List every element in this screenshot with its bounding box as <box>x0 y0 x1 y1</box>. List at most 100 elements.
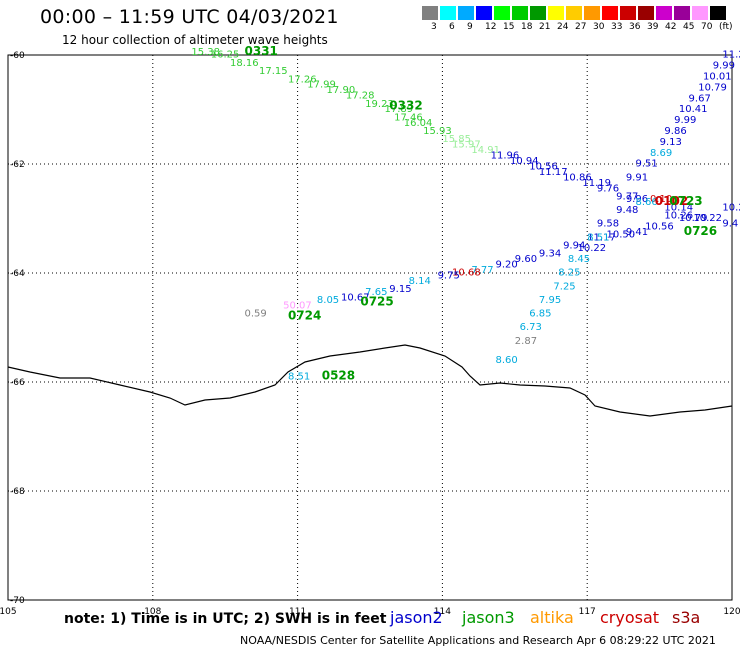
wave-height-value: 9.13 <box>660 137 682 148</box>
legend-label: 45 <box>683 22 695 32</box>
legend-swatch <box>422 6 439 20</box>
wave-height-value: 6.73 <box>520 322 542 333</box>
lon-tick-label: 114 <box>434 607 451 617</box>
footer-credit: NOAA/NESDIS Center for Satellite Applica… <box>240 634 716 647</box>
wave-height-value: 9.91 <box>626 172 648 183</box>
wave-height-value: 2.87 <box>515 336 537 347</box>
wave-height-value: 10.94 <box>510 156 539 167</box>
wave-height-value: 11.25 <box>722 50 740 61</box>
legend-swatch <box>674 6 691 20</box>
wave-height-value: 50.07 <box>283 300 312 311</box>
pass-time-label: 0723 <box>669 194 702 208</box>
legend-label: 12 <box>485 22 497 32</box>
wave-height-value: 7.65 <box>365 287 387 298</box>
wave-height-value: 10.26 <box>664 211 693 222</box>
wave-height-value: 17.89 <box>384 104 413 115</box>
wave-height-value: 9.48 <box>616 205 638 216</box>
wave-height-value: 10.86 <box>563 172 592 183</box>
map-subtitle: 12 hour collection of altimeter wave hei… <box>62 33 328 47</box>
wave-height-value: 9.99 <box>713 61 735 72</box>
lat-tick-label: -70 <box>10 596 25 606</box>
wave-height-value: 9.15 <box>389 284 411 295</box>
wave-height-value: 8.51 <box>288 371 310 382</box>
satellite-jason3-label: jason3 <box>462 608 515 627</box>
lat-tick-label: -60 <box>10 51 25 61</box>
lat-tick-label: -64 <box>10 269 25 279</box>
legend-swatch <box>458 6 475 20</box>
wave-height-value: 9.60 <box>515 254 537 265</box>
wave-height-value: 16.25 <box>211 50 240 61</box>
map-title: 00:00 – 11:59 UTC 04/03/2021 <box>40 6 339 28</box>
legend-label: 42 <box>665 22 677 32</box>
legend-label: 21 <box>539 22 551 32</box>
legend-swatch <box>494 6 511 20</box>
wave-height-value: 10.14 <box>664 202 693 213</box>
wave-height-value: 10.50 <box>607 230 636 241</box>
wave-height-value: 17.46 <box>394 112 423 123</box>
pass-time-label: 0331 <box>245 44 278 58</box>
legend-label: 18 <box>521 22 533 32</box>
wave-height-value: 9.94 <box>563 240 585 251</box>
wave-height-value: 8.66 <box>635 197 657 208</box>
wave-height-value: 8.05 <box>317 295 339 306</box>
legend-label: 24 <box>557 22 569 32</box>
wave-height-value: 19.23 <box>365 99 394 110</box>
wave-height-value: 14.91 <box>471 145 500 156</box>
wave-height-value: 10.2 <box>722 202 740 213</box>
wave-height-value: 10.79 <box>679 213 708 224</box>
lat-tick-label: -66 <box>10 378 25 388</box>
wave-height-value: 8.14 <box>409 276 431 287</box>
wave-height-value: 10.22 <box>693 213 722 224</box>
legend-swatch <box>692 6 709 20</box>
legend-label: 30 <box>593 22 605 32</box>
legend-label: (ft) <box>719 22 733 32</box>
wave-height-value: 17.15 <box>259 66 288 77</box>
pass-time-label: 0725 <box>360 295 393 309</box>
wave-height-value: 10.68 <box>452 268 481 279</box>
legend-swatch <box>548 6 565 20</box>
wave-height-value: 10.56 <box>529 161 558 172</box>
units-note: note: 1) Time is in UTC; 2) SWH is in fe… <box>64 611 387 627</box>
lon-tick-label: 105 <box>0 607 17 617</box>
legend-swatch <box>440 6 457 20</box>
wave-height-value: 17.28 <box>346 91 375 102</box>
satellite-jason2-label: jason2 <box>390 608 443 627</box>
lon-tick-label: 117 <box>579 607 596 617</box>
lon-tick-label: 120 <box>723 607 740 617</box>
lat-tick-label: -62 <box>10 160 25 170</box>
coastline <box>7 344 733 417</box>
wave-height-value: 9.41 <box>626 227 648 238</box>
legend-label: 6 <box>449 22 455 32</box>
pass-time-label: 0102 <box>655 194 688 208</box>
wave-height-value: 16.04 <box>404 118 433 129</box>
legend-swatch <box>566 6 583 20</box>
legend-swatch <box>512 6 529 20</box>
wave-height-value: 17.26 <box>288 74 317 85</box>
wave-height-value: 7.25 <box>553 281 575 292</box>
wave-height-value: 0.10 <box>650 194 672 205</box>
legend-label: 39 <box>647 22 659 32</box>
wave-height-value: 17.90 <box>327 85 356 96</box>
wave-height-value: 10.41 <box>679 104 708 115</box>
wave-height-value: 9.75 <box>438 270 460 281</box>
pass-time-label: 0332 <box>389 99 422 113</box>
wave-height-value: 8.60 <box>495 355 517 366</box>
wave-height-value: 15.38 <box>191 47 220 58</box>
wave-height-value: 8.45 <box>568 254 590 265</box>
wave-height-value: 10.56 <box>645 221 674 232</box>
wave-height-value: 15.93 <box>423 126 452 137</box>
wave-height-value: 0.59 <box>245 309 267 320</box>
wave-height-value: 17.99 <box>307 80 336 91</box>
legend-label: 36 <box>629 22 641 32</box>
satellite-cryosat-label: cryosat <box>600 608 660 627</box>
lon-tick-label: 111 <box>289 607 306 617</box>
legend-label: 9 <box>467 22 473 32</box>
lon-tick-label: 108 <box>144 607 161 617</box>
legend-label: 27 <box>575 22 587 32</box>
wave-height-value: 9.34 <box>539 249 561 260</box>
legend-label: 70 <box>701 22 713 32</box>
wave-height-value: 15.97 <box>452 140 481 151</box>
pass-time-label: 0528 <box>322 368 355 382</box>
wave-height-value: 11.19 <box>582 178 611 189</box>
legend-swatch <box>638 6 655 20</box>
